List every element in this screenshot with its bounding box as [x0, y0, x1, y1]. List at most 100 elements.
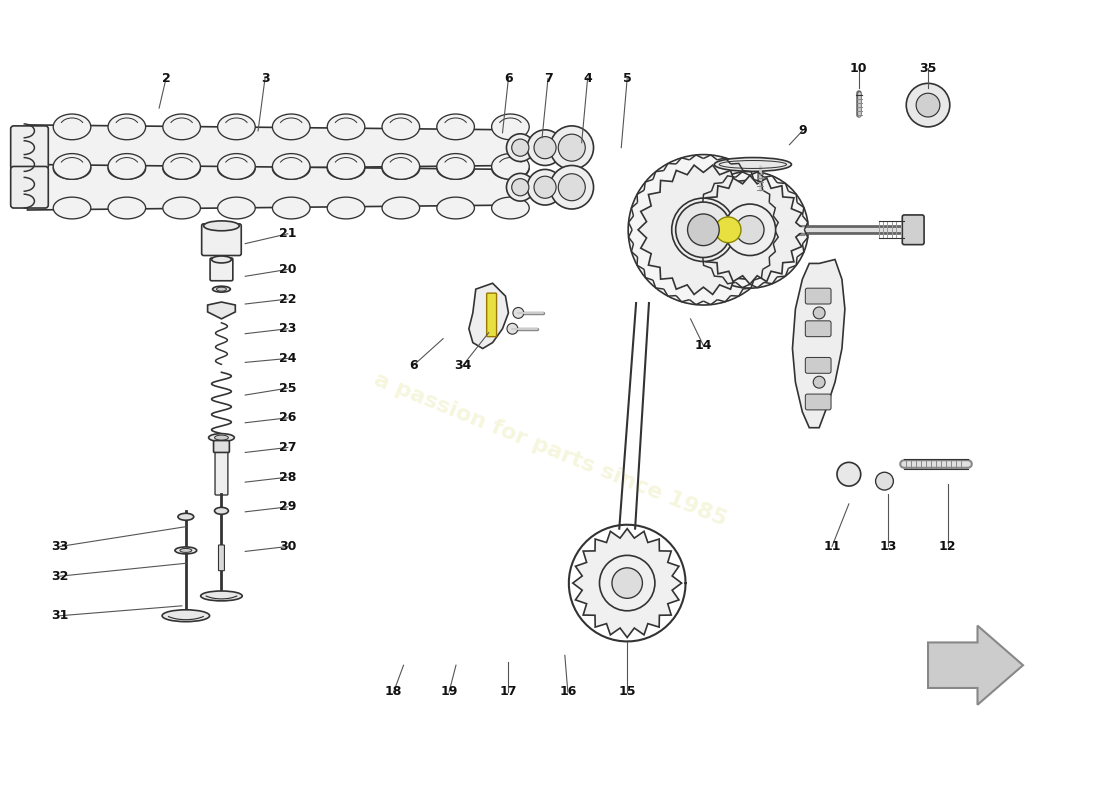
Circle shape: [688, 214, 719, 246]
Ellipse shape: [327, 197, 365, 219]
Text: 34: 34: [454, 359, 472, 372]
Ellipse shape: [214, 507, 229, 514]
Circle shape: [686, 212, 720, 247]
Text: 7: 7: [543, 72, 552, 85]
Polygon shape: [695, 175, 804, 284]
Text: 10: 10: [850, 62, 868, 75]
FancyBboxPatch shape: [210, 258, 233, 281]
Ellipse shape: [273, 158, 310, 179]
Text: 13: 13: [880, 540, 898, 553]
Ellipse shape: [108, 114, 145, 140]
Ellipse shape: [327, 158, 365, 179]
Circle shape: [512, 139, 529, 156]
Ellipse shape: [273, 197, 310, 219]
Ellipse shape: [162, 610, 210, 622]
Text: 31: 31: [52, 610, 69, 622]
Ellipse shape: [273, 154, 310, 179]
Ellipse shape: [218, 154, 255, 179]
FancyBboxPatch shape: [805, 358, 830, 374]
Text: 6: 6: [504, 72, 513, 85]
Ellipse shape: [163, 114, 200, 140]
Ellipse shape: [382, 114, 419, 140]
Circle shape: [600, 555, 654, 610]
Circle shape: [512, 178, 529, 196]
FancyBboxPatch shape: [805, 321, 830, 337]
Text: 29: 29: [279, 500, 296, 514]
Text: 2: 2: [162, 72, 170, 85]
Ellipse shape: [437, 197, 474, 219]
Ellipse shape: [382, 197, 419, 219]
Polygon shape: [28, 125, 516, 170]
Ellipse shape: [204, 221, 240, 230]
FancyBboxPatch shape: [213, 441, 230, 453]
Circle shape: [692, 171, 808, 288]
Ellipse shape: [180, 549, 191, 552]
Text: 16: 16: [559, 686, 576, 698]
Text: 14: 14: [694, 339, 712, 352]
Circle shape: [534, 176, 557, 198]
Circle shape: [715, 217, 741, 242]
Ellipse shape: [175, 547, 197, 554]
Ellipse shape: [163, 158, 200, 179]
Ellipse shape: [108, 158, 145, 179]
FancyBboxPatch shape: [902, 215, 924, 245]
Circle shape: [559, 174, 585, 201]
Text: 21: 21: [279, 227, 297, 240]
Ellipse shape: [214, 435, 229, 440]
Ellipse shape: [53, 114, 91, 140]
Polygon shape: [573, 529, 682, 638]
Ellipse shape: [382, 154, 419, 179]
FancyBboxPatch shape: [201, 224, 241, 255]
Circle shape: [513, 307, 524, 318]
Text: 6: 6: [409, 359, 418, 372]
Circle shape: [550, 126, 594, 170]
Polygon shape: [792, 259, 845, 428]
FancyBboxPatch shape: [11, 166, 48, 208]
Text: 5: 5: [623, 72, 631, 85]
Polygon shape: [928, 626, 1023, 705]
Text: 33: 33: [52, 540, 69, 553]
Circle shape: [527, 170, 563, 205]
Ellipse shape: [327, 154, 365, 179]
Ellipse shape: [273, 114, 310, 140]
Text: 3: 3: [261, 72, 270, 85]
Circle shape: [813, 376, 825, 388]
Ellipse shape: [211, 256, 231, 263]
Ellipse shape: [108, 197, 145, 219]
Circle shape: [506, 134, 535, 162]
Ellipse shape: [178, 514, 194, 520]
Text: 17: 17: [499, 686, 517, 698]
Circle shape: [916, 94, 939, 117]
Ellipse shape: [492, 154, 529, 179]
Text: 27: 27: [279, 441, 297, 454]
Polygon shape: [469, 283, 508, 349]
Circle shape: [813, 307, 825, 319]
Ellipse shape: [437, 154, 474, 179]
Ellipse shape: [492, 158, 529, 179]
FancyBboxPatch shape: [805, 288, 830, 304]
Ellipse shape: [492, 114, 529, 140]
Text: 22: 22: [279, 293, 297, 306]
FancyBboxPatch shape: [486, 293, 496, 337]
Text: 4: 4: [583, 72, 592, 85]
Ellipse shape: [437, 158, 474, 179]
Text: 19: 19: [440, 686, 458, 698]
FancyBboxPatch shape: [214, 451, 228, 495]
Circle shape: [736, 216, 764, 244]
FancyBboxPatch shape: [805, 394, 830, 410]
Text: 20: 20: [279, 263, 297, 276]
Ellipse shape: [437, 114, 474, 140]
Polygon shape: [638, 165, 769, 294]
Polygon shape: [28, 165, 516, 210]
Text: 23: 23: [279, 322, 296, 335]
Text: 12: 12: [939, 540, 957, 553]
Ellipse shape: [53, 158, 91, 179]
Ellipse shape: [218, 158, 255, 179]
Text: 32: 32: [52, 570, 69, 582]
Circle shape: [628, 154, 779, 305]
Polygon shape: [208, 302, 235, 319]
Ellipse shape: [714, 158, 792, 171]
Ellipse shape: [212, 286, 230, 292]
Text: 30: 30: [279, 540, 296, 553]
Circle shape: [612, 568, 642, 598]
